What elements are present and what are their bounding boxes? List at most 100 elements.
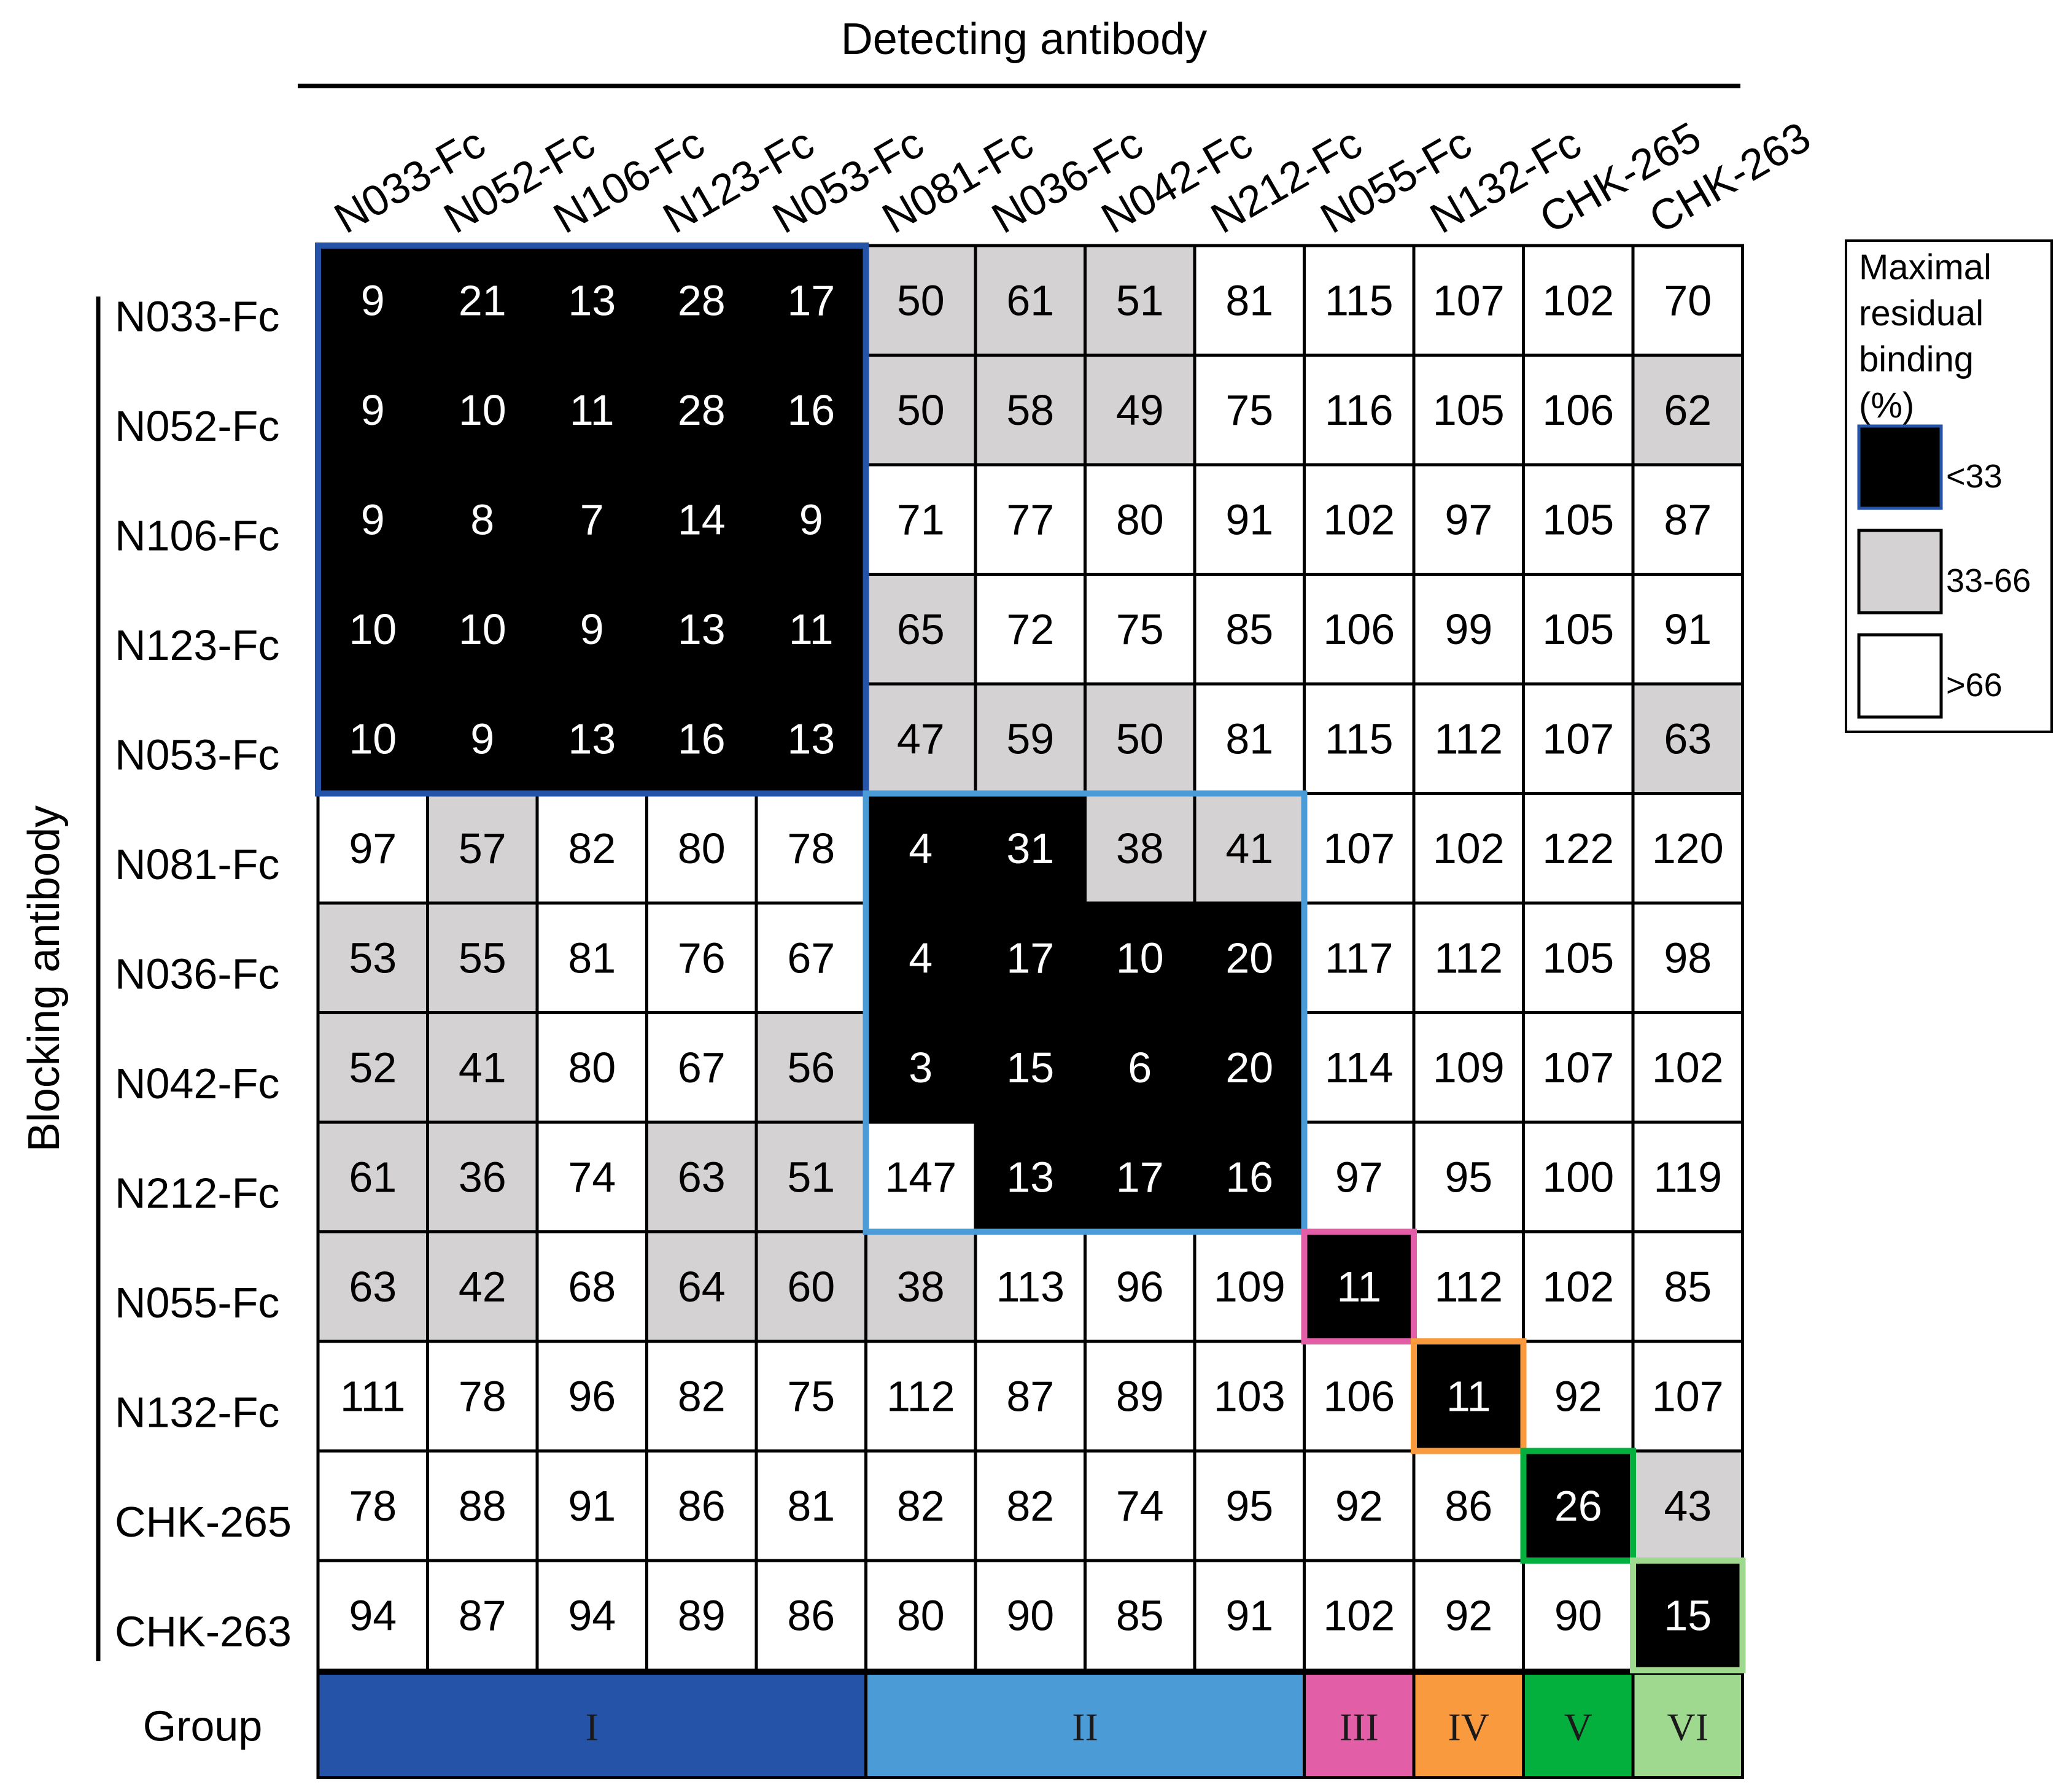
cell-value-label: 16 xyxy=(1225,1153,1273,1201)
cell-value-label: 9 xyxy=(361,386,385,434)
legend: Maximal residual binding (%) <33 33-66 >66 xyxy=(1845,239,2053,733)
heatmap-cell xyxy=(1303,1340,1416,1453)
cell-value-label: 8 xyxy=(470,495,494,543)
cell-value-label: 62 xyxy=(1664,386,1712,434)
cell-value-label: 102 xyxy=(1542,1263,1614,1311)
cell-value-label: 4 xyxy=(909,824,933,872)
heatmap-cell xyxy=(1522,1011,1635,1124)
title-layer: Detecting antibody Blocking antibody xyxy=(20,15,1740,1661)
heatmap-cell xyxy=(974,901,1087,1014)
heatmap-cell xyxy=(426,354,539,467)
cell-value-label: 11 xyxy=(570,386,615,434)
heatmap-cell xyxy=(535,1449,648,1562)
heatmap-cell xyxy=(864,463,977,576)
cell-value-label: 97 xyxy=(349,824,397,872)
cell-value-label: 13 xyxy=(568,715,616,762)
group-outline xyxy=(1520,1448,1636,1564)
cell-value-label: 107 xyxy=(1433,276,1505,324)
row-label: CHK-265 xyxy=(115,1498,292,1546)
cell-value-label: 105 xyxy=(1542,934,1614,982)
legend-bin-label: >66 xyxy=(1946,667,2003,704)
cell-value-label: 10 xyxy=(459,605,506,653)
cell-value-label: 82 xyxy=(678,1372,726,1420)
cell-value-label: 81 xyxy=(1225,276,1273,324)
legend-bin-label: 33-66 xyxy=(1946,562,2031,599)
heatmap-cell xyxy=(316,463,429,576)
heatmap-cell xyxy=(1631,354,1744,467)
heatmap-cell xyxy=(1631,682,1744,795)
cell-value-label: 115 xyxy=(1325,715,1394,762)
cell-value-label: 81 xyxy=(787,1482,835,1530)
cell-value-label: 102 xyxy=(1542,276,1614,324)
heatmap-cell xyxy=(864,792,977,905)
heatmap-cell xyxy=(1193,792,1306,905)
cell-value-label: 21 xyxy=(459,276,506,324)
cell-value-label: 61 xyxy=(349,1153,397,1201)
legend-swatch xyxy=(1857,424,1943,510)
heatmap-cell xyxy=(1084,1230,1196,1343)
heatmap-cell xyxy=(645,354,758,467)
heatmap-cell xyxy=(1303,1449,1416,1562)
cell-value-label: 75 xyxy=(1225,386,1273,434)
cell-value-label: 9 xyxy=(361,495,385,543)
cell-value-label: 67 xyxy=(678,1044,726,1092)
cell-value-label: 85 xyxy=(1116,1591,1164,1639)
heatmap-cell xyxy=(535,354,648,467)
cell-value-label: 86 xyxy=(787,1591,835,1639)
heatmap-cell xyxy=(1303,354,1416,467)
heatmap-cell xyxy=(864,354,977,467)
cell-value-label: 80 xyxy=(568,1044,616,1092)
cell-value-label: 63 xyxy=(1664,715,1712,762)
heatmap-cell xyxy=(645,1120,758,1233)
group-block xyxy=(1303,1672,1416,1779)
heatmap-cell xyxy=(864,682,977,795)
cell-value-label: 10 xyxy=(459,386,506,434)
cell-value-label: 75 xyxy=(1116,605,1164,653)
group-outlines xyxy=(315,242,1746,1674)
cell-value-label: 58 xyxy=(1006,386,1054,434)
heatmap-cell xyxy=(426,1559,539,1672)
cell-value-label: 106 xyxy=(1323,605,1395,653)
cell-value-label: 102 xyxy=(1652,1044,1724,1092)
group-label: II xyxy=(1072,1705,1098,1749)
cell-value-label: 102 xyxy=(1323,1591,1395,1639)
x-axis-title: Detecting antibody xyxy=(841,15,1207,64)
heatmap-cell xyxy=(535,1011,648,1124)
cell-value-label: 41 xyxy=(1225,824,1273,872)
heatmap-cell xyxy=(1522,792,1635,905)
heatmap-cell xyxy=(1303,1120,1416,1233)
cell-value-label: 70 xyxy=(1664,276,1712,324)
heatmap-cell xyxy=(645,1449,758,1562)
group-row-label: Group xyxy=(143,1702,263,1750)
cell-value-label: 13 xyxy=(1006,1153,1054,1201)
cell-value-label: 76 xyxy=(678,934,726,982)
cell-value-label: 9 xyxy=(470,715,494,762)
cell-value-label: 13 xyxy=(678,605,726,653)
cell-value-label: 99 xyxy=(1445,605,1492,653)
cell-value-label: 97 xyxy=(1445,495,1492,543)
cell-value-label: 85 xyxy=(1225,605,1273,653)
heatmap-cell xyxy=(754,682,867,795)
cell-value-label: 112 xyxy=(1434,934,1503,982)
cell-value-label: 72 xyxy=(1006,605,1054,653)
heatmap-cell xyxy=(1193,463,1306,576)
heatmap-cell xyxy=(864,1340,977,1453)
heatmap-cell xyxy=(974,1230,1087,1343)
cell-value-label: 114 xyxy=(1325,1044,1394,1092)
cell-value-label: 105 xyxy=(1433,386,1505,434)
cell-value-label: 103 xyxy=(1214,1372,1286,1420)
cell-value-label: 20 xyxy=(1225,934,1273,982)
legend-title-line: binding xyxy=(1859,339,1974,379)
cell-value-label: 98 xyxy=(1664,934,1712,982)
cell-value-label: 13 xyxy=(787,715,835,762)
cell-value-label: 95 xyxy=(1225,1482,1273,1530)
cell-value-label: 77 xyxy=(1006,495,1054,543)
heatmap-cell xyxy=(864,244,977,357)
group-bar: Group I II III IV V VI xyxy=(143,1672,1744,1779)
heatmap-cell xyxy=(974,244,1087,357)
cell-value-label: 113 xyxy=(996,1263,1065,1311)
row-label: N055-Fc xyxy=(115,1279,279,1327)
cell-value-label: 36 xyxy=(459,1153,506,1201)
heatmap-cell xyxy=(1522,354,1635,467)
cell-value-label: 3 xyxy=(909,1044,933,1092)
